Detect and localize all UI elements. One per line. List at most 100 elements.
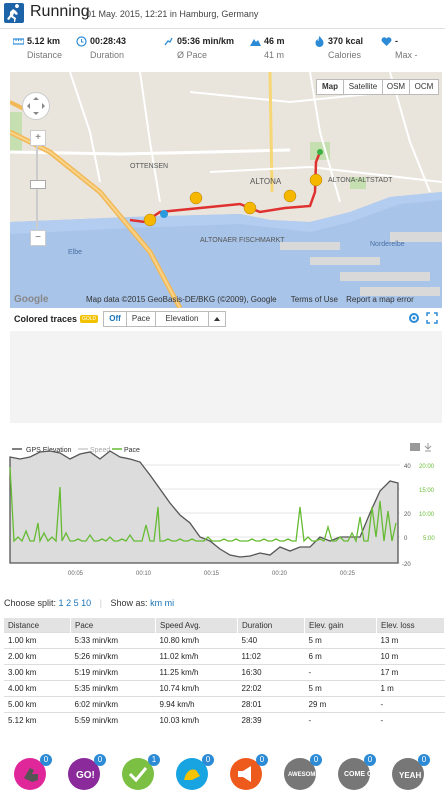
- y-tick-pace: 10:00: [419, 512, 435, 518]
- gold-badge: GOLD: [80, 315, 99, 323]
- y-tick-elevation: 40: [404, 464, 411, 470]
- svg-text:AWESOME: AWESOME: [288, 772, 316, 778]
- checkmark-icon: [128, 767, 148, 783]
- traces-dropdown-button[interactable]: [208, 311, 226, 327]
- heart-icon: [381, 37, 392, 46]
- stat-value: 05:36 min/km: [177, 36, 235, 46]
- y-tick-elevation: 0: [404, 536, 408, 542]
- legend-speed: Speed: [90, 447, 110, 454]
- stat-label: Calories: [328, 50, 362, 60]
- map-type-osm[interactable]: OSM: [382, 79, 410, 95]
- badge-thumbs-up[interactable]: 0: [14, 754, 52, 790]
- badge-megaphone[interactable]: 0: [230, 754, 268, 790]
- zoom-in-button[interactable]: +: [30, 130, 46, 146]
- map-attribution: Map data ©2015 GeoBasis-DE/BKG (©2009), …: [86, 295, 277, 304]
- column-header: Duration: [237, 618, 305, 633]
- stat-value: 5.12 km: [27, 36, 61, 46]
- print-icon[interactable]: [410, 443, 420, 451]
- column-header: Pace: [70, 618, 156, 633]
- table-row: 5.00 km 6:02 min/km 9.94 km/h 28:01 29 m-: [4, 696, 445, 713]
- map-place-label: Elbe: [68, 249, 82, 256]
- table-row: 3.00 km 5:19 min/km 11.25 km/h 16:30-17 m: [4, 664, 445, 681]
- table-row: 5.12 km 5:59 min/km 10.03 km/h 28:39- -: [4, 712, 445, 728]
- traces-off-button[interactable]: Off: [103, 311, 127, 327]
- y-tick-pace: 15:00: [419, 488, 435, 494]
- badge-count: 1: [148, 754, 160, 766]
- hand-icon: [24, 768, 38, 782]
- yeah-icon: YEAH: [399, 771, 421, 780]
- badge-come-on[interactable]: COME ON 0: [338, 754, 377, 790]
- zoom-out-button[interactable]: −: [30, 230, 46, 246]
- column-header: Distance: [4, 618, 71, 633]
- map-type-satellite[interactable]: Satellite: [343, 79, 383, 95]
- splits-table: Distance Pace Speed Avg. Duration Elev. …: [4, 618, 445, 728]
- report-error-link[interactable]: Report a map error: [346, 295, 414, 304]
- stat-value: 46 m: [264, 36, 285, 46]
- stat-value: 370 kcal: [328, 36, 364, 46]
- show-as-label: Show as:: [110, 598, 148, 608]
- unit-mi[interactable]: mi: [164, 598, 175, 608]
- stat-duration: 00:28:43 Duration: [76, 36, 127, 60]
- traces-elevation-button[interactable]: Elevation: [155, 311, 209, 327]
- map-panel-background: [10, 331, 442, 423]
- unit-km[interactable]: km: [150, 598, 163, 608]
- zoom-slider-handle[interactable]: [30, 180, 46, 189]
- split-label: Choose split:: [4, 598, 57, 608]
- flame-icon: [315, 36, 324, 47]
- badge-count: 0: [256, 754, 268, 766]
- pace-icon: [164, 37, 173, 46]
- split-option-1[interactable]: 1: [58, 598, 64, 608]
- awesome-icon: AWESOME: [288, 772, 319, 778]
- split-option-5[interactable]: 5: [73, 598, 79, 608]
- stat-calories: 370 kcal Calories: [315, 36, 364, 60]
- route-map[interactable]: OTTENSEN ALTONA ALTONA-ALTSTADT ALTONAER…: [10, 72, 442, 308]
- badge-awesome[interactable]: AWESOME 0: [284, 754, 322, 790]
- table-row: 2.00 km 5:26 min/km 11.02 km/h 11:02 6 m 10 m: [4, 648, 445, 665]
- muscle-icon: [184, 769, 200, 780]
- badge-muscle[interactable]: 0: [176, 754, 214, 790]
- map-pan-control[interactable]: [22, 92, 50, 120]
- map-place-label: Norderelbe: [370, 241, 405, 248]
- page-header: Running 01 May. 2015, 12:21 in Hamburg, …: [0, 0, 445, 29]
- badge-count: 0: [40, 754, 52, 766]
- traces-pace-button[interactable]: Pace: [126, 311, 156, 327]
- split-option-2[interactable]: 2: [66, 598, 72, 608]
- badge-count: 0: [418, 754, 430, 766]
- svg-text:YEAH: YEAH: [399, 771, 421, 780]
- y-tick-pace: 20:00: [419, 464, 435, 470]
- colored-traces-label: Colored traces: [14, 314, 78, 324]
- map-canvas: OTTENSEN ALTONA ALTONA-ALTSTADT ALTONAER…: [10, 72, 442, 308]
- badge-i-like-it[interactable]: 1: [122, 754, 160, 790]
- map-footer: Map data ©2015 GeoBasis-DE/BKG (©2009), …: [86, 295, 414, 304]
- map-type-map[interactable]: Map: [316, 79, 344, 95]
- x-tick: 00:10: [136, 571, 152, 577]
- map-type-ocm[interactable]: OCM: [409, 79, 439, 95]
- stat-label: Distance: [27, 50, 63, 60]
- terms-link[interactable]: Terms of Use: [290, 295, 338, 304]
- page-title: Running: [30, 3, 90, 20]
- split-option-10[interactable]: 10: [81, 598, 92, 608]
- split-controls: Choose split: 1 2 5 10 | Show as: km mi: [4, 598, 175, 608]
- stat-value: 00:28:43: [90, 36, 127, 46]
- badge-count: 0: [94, 754, 106, 766]
- column-header: Elev. loss: [376, 618, 445, 633]
- move-icon: [27, 97, 45, 115]
- gear-icon[interactable]: [408, 312, 420, 324]
- go-icon: GO!: [76, 770, 95, 781]
- stat-label: Ø Pace: [177, 50, 208, 60]
- stat-label: 41 m: [264, 50, 285, 60]
- badge-go[interactable]: GO! 0: [68, 754, 106, 790]
- colored-traces-bar: Colored traces GOLD Off Pace Elevation: [10, 311, 442, 328]
- x-tick: 00:25: [340, 571, 356, 577]
- svg-text:COME ON: COME ON: [344, 771, 370, 778]
- fullscreen-icon[interactable]: [426, 312, 438, 324]
- column-header: Elev. gain: [304, 618, 377, 633]
- badge-count: 0: [364, 754, 376, 766]
- badge-yeah[interactable]: YEAH 0: [392, 754, 430, 790]
- activity-chart[interactable]: GPS Elevation Speed Pace 00:05 00:10 00:…: [0, 437, 445, 587]
- download-icon[interactable]: [424, 443, 432, 452]
- stat-label: Duration: [90, 50, 125, 60]
- y-tick-pace: 5:00: [423, 536, 435, 542]
- badge-count: 0: [202, 754, 214, 766]
